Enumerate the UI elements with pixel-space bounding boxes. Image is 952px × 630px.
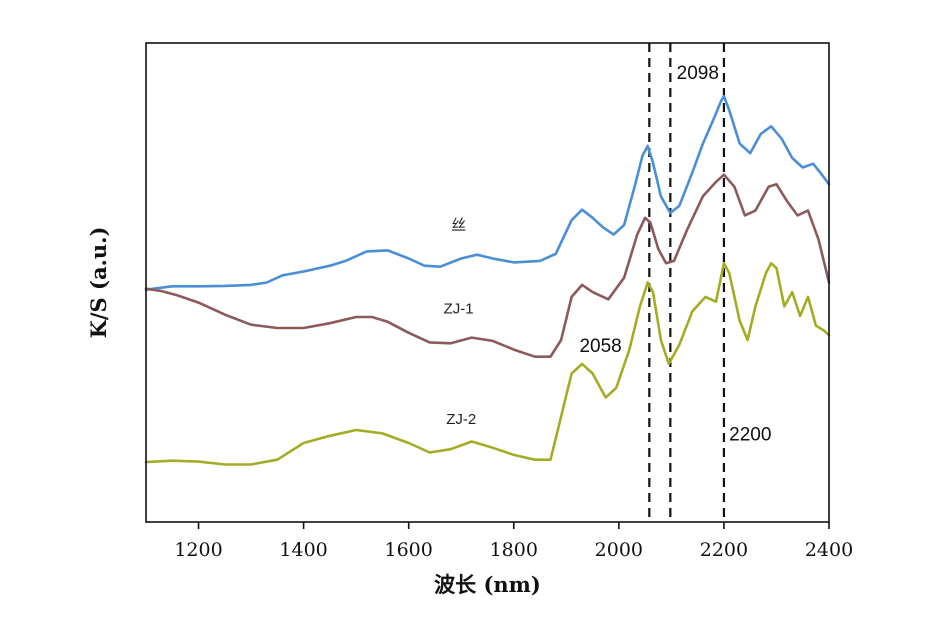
reference-label-2058: 2058: [579, 336, 621, 357]
y-axis-title: K/S (a.u.): [86, 227, 111, 339]
reference-label-2200: 2200: [729, 425, 771, 446]
series-label: ZJ-2: [446, 411, 476, 428]
x-tick-label: 1800: [490, 539, 538, 561]
reference-lines: [648, 43, 726, 522]
x-tick-label: 1600: [385, 539, 433, 561]
plot-frame: [145, 42, 830, 523]
x-ticks: 1200 1400 1600 1800 2000 2200 2400: [174, 522, 853, 561]
x-tick-label: 1400: [279, 539, 327, 561]
x-tick-label: 2400: [805, 539, 853, 561]
series-label: 丝: [451, 217, 466, 234]
series-line-3: [144, 262, 831, 466]
series-label: ZJ-1: [444, 301, 474, 318]
series-line-2: [144, 173, 831, 358]
series-line-1: [144, 94, 831, 291]
x-axis-title: 波长 (nm): [434, 572, 541, 597]
x-tick-label: 2200: [700, 539, 748, 561]
annotations: 丝 ZJ-1 ZJ-2 2058 2098 2200: [444, 63, 772, 446]
x-tick-label: 1200: [174, 539, 222, 561]
series-lines: [144, 94, 831, 466]
reference-label-2098: 2098: [677, 63, 719, 84]
x-tick-label: 2000: [595, 539, 643, 561]
